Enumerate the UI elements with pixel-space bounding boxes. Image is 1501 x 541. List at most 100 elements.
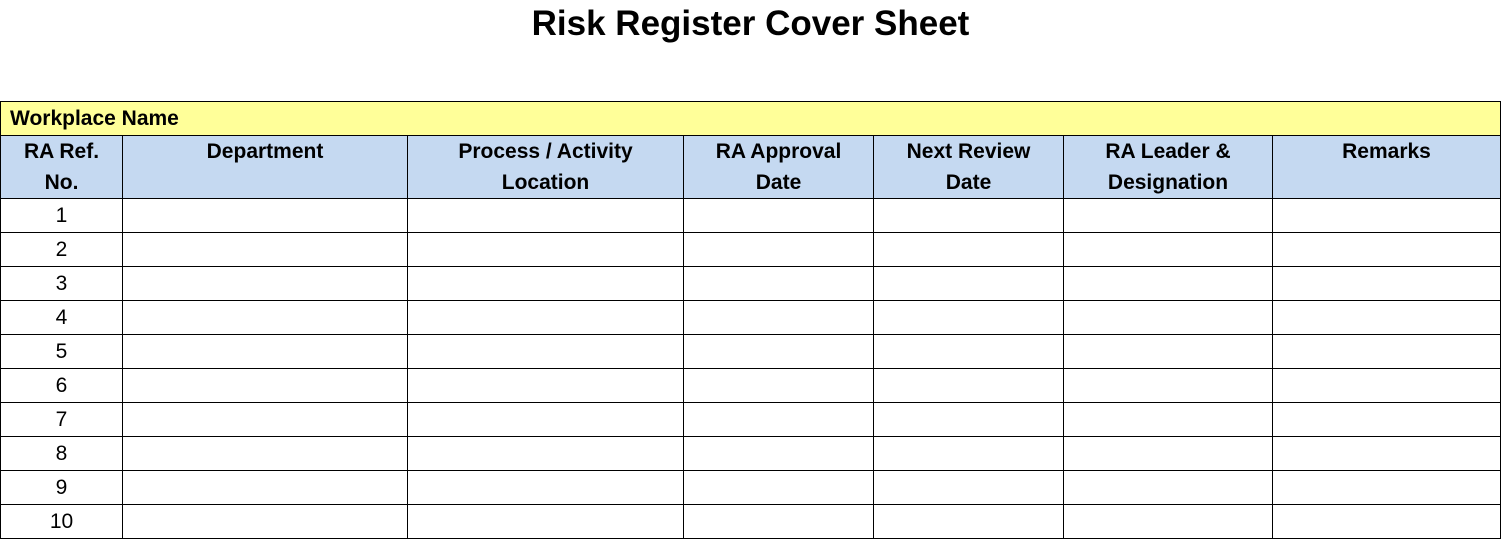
ra-ref-cell[interactable]: 2 [0, 232, 123, 267]
header-line [123, 167, 407, 198]
data-cell[interactable] [683, 402, 874, 437]
data-cell[interactable] [1063, 300, 1273, 335]
table-row: 8 [0, 436, 1501, 471]
column-header: Department [122, 135, 408, 199]
table-row: 2 [0, 232, 1501, 267]
header-line: Process / Activity [458, 140, 633, 163]
ra-ref-cell[interactable]: 4 [0, 300, 123, 335]
data-cell[interactable] [1063, 232, 1273, 267]
data-cell[interactable] [407, 402, 684, 437]
data-cell[interactable] [683, 470, 874, 505]
table-row: 4 [0, 300, 1501, 335]
data-cell[interactable] [873, 334, 1064, 369]
header-line: Next Review [906, 140, 1031, 163]
data-cell[interactable] [122, 300, 408, 335]
data-cell[interactable] [407, 436, 684, 471]
data-cell[interactable] [122, 402, 408, 437]
column-header: Next Review Date [873, 135, 1064, 199]
ra-ref-cell[interactable]: 3 [0, 266, 123, 301]
data-cell[interactable] [873, 470, 1064, 505]
page-title: Risk Register Cover Sheet [531, 4, 970, 43]
column-header: Remarks [1272, 135, 1501, 199]
header-line: RA Approval [715, 140, 842, 163]
data-cell[interactable] [1272, 232, 1501, 267]
data-cell[interactable] [873, 368, 1064, 403]
table-row: 6 [0, 368, 1501, 403]
data-cell[interactable] [1272, 504, 1501, 539]
risk-register-table: Workplace Name RA Ref. No. Department Proce… [0, 101, 1501, 539]
data-cell[interactable] [122, 368, 408, 403]
workplace-name-cell[interactable]: Workplace Name [0, 101, 1501, 136]
header-line: Date [755, 171, 802, 194]
table-row: 9 [0, 470, 1501, 505]
header-line: No. [44, 171, 79, 194]
ra-ref-cell[interactable]: 5 [0, 334, 123, 369]
table-row: 1 [0, 198, 1501, 233]
data-cell[interactable] [683, 232, 874, 267]
data-cell[interactable] [122, 436, 408, 471]
table-row: 10 [0, 504, 1501, 539]
data-cell[interactable] [407, 300, 684, 335]
ra-ref-cell[interactable]: 1 [0, 198, 123, 233]
header-line: Date [945, 171, 992, 194]
data-cell[interactable] [873, 504, 1064, 539]
data-cell[interactable] [407, 334, 684, 369]
data-cell[interactable] [1063, 436, 1273, 471]
data-cell[interactable] [873, 232, 1064, 267]
data-cell[interactable] [122, 504, 408, 539]
ra-ref-cell[interactable]: 8 [0, 436, 123, 471]
data-cell[interactable] [1063, 470, 1273, 505]
data-cell[interactable] [1063, 368, 1273, 403]
data-cell[interactable] [1272, 300, 1501, 335]
column-header: RA Ref. No. [0, 135, 123, 199]
column-header: RA Leader & Designation [1063, 135, 1273, 199]
table-row: 7 [0, 402, 1501, 437]
data-cell[interactable] [873, 436, 1064, 471]
data-cell[interactable] [683, 504, 874, 539]
header-line [1273, 167, 1500, 198]
data-cell[interactable] [122, 198, 408, 233]
data-cell[interactable] [1272, 266, 1501, 301]
data-cell[interactable] [1272, 436, 1501, 471]
ra-ref-cell[interactable]: 7 [0, 402, 123, 437]
ra-ref-cell[interactable]: 6 [0, 368, 123, 403]
data-cell[interactable] [407, 368, 684, 403]
data-cell[interactable] [683, 266, 874, 301]
data-cell[interactable] [122, 232, 408, 267]
data-cell[interactable] [1272, 198, 1501, 233]
header-line: RA Leader & [1105, 140, 1231, 163]
column-header: Process / Activity Location [407, 135, 684, 199]
data-cell[interactable] [873, 402, 1064, 437]
ra-ref-cell[interactable]: 9 [0, 470, 123, 505]
data-cell[interactable] [683, 368, 874, 403]
data-cell[interactable] [683, 198, 874, 233]
data-cell[interactable] [122, 266, 408, 301]
data-cell[interactable] [1272, 368, 1501, 403]
data-cell[interactable] [1272, 402, 1501, 437]
data-cell[interactable] [873, 266, 1064, 301]
data-cell[interactable] [1063, 334, 1273, 369]
data-cell[interactable] [873, 300, 1064, 335]
data-cell[interactable] [407, 266, 684, 301]
column-header: RA Approval Date [683, 135, 874, 199]
data-cell[interactable] [1272, 334, 1501, 369]
header-line: Remarks [1342, 140, 1431, 163]
data-cell[interactable] [1063, 504, 1273, 539]
table-row: 3 [0, 266, 1501, 301]
data-cell[interactable] [122, 334, 408, 369]
data-cell[interactable] [683, 436, 874, 471]
data-cell[interactable] [407, 198, 684, 233]
table-row: 5 [0, 334, 1501, 369]
data-cell[interactable] [407, 504, 684, 539]
data-cell[interactable] [407, 232, 684, 267]
data-cell[interactable] [1063, 266, 1273, 301]
data-cell[interactable] [1063, 402, 1273, 437]
data-cell[interactable] [1063, 198, 1273, 233]
data-cell[interactable] [683, 334, 874, 369]
data-cell[interactable] [122, 470, 408, 505]
data-cell[interactable] [407, 470, 684, 505]
data-cell[interactable] [873, 198, 1064, 233]
ra-ref-cell[interactable]: 10 [0, 504, 123, 539]
data-cell[interactable] [1272, 470, 1501, 505]
data-cell[interactable] [683, 300, 874, 335]
